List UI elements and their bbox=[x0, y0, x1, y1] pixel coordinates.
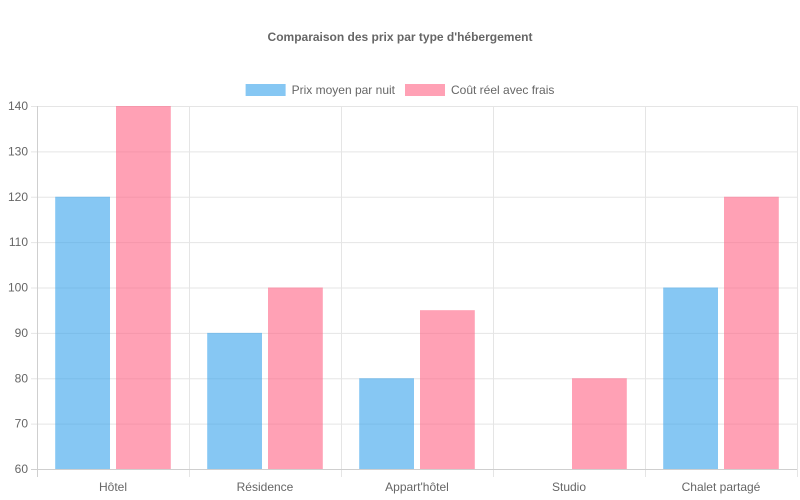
axes bbox=[31, 106, 797, 477]
x-axis-tick-labels: Hôtel Résidence Appart'hôtel Studio Chalet p… bbox=[99, 480, 761, 494]
y-tick-label: 60 bbox=[15, 462, 29, 476]
y-tick-label: 90 bbox=[15, 326, 29, 340]
x-tick-label: Studio bbox=[552, 480, 586, 494]
legend-label[interactable]: Prix moyen par nuit bbox=[292, 83, 396, 97]
bar-prix-moyen[interactable] bbox=[55, 196, 110, 469]
bar-prix-moyen[interactable] bbox=[359, 378, 414, 469]
y-tick-label: 100 bbox=[8, 281, 28, 295]
legend-swatch[interactable] bbox=[405, 84, 445, 96]
x-tick-label: Chalet partagé bbox=[682, 480, 761, 494]
bar-cout-reel[interactable] bbox=[420, 310, 475, 469]
bar-prix-moyen[interactable] bbox=[207, 332, 262, 469]
bar-cout-reel[interactable] bbox=[572, 378, 627, 469]
y-tick-label: 140 bbox=[8, 99, 28, 113]
chart-title: Comparaison des prix par type d'hébergem… bbox=[268, 30, 533, 44]
bar-prix-moyen[interactable] bbox=[663, 287, 718, 470]
bar-cout-reel[interactable] bbox=[268, 287, 323, 470]
x-tick-label: Hôtel bbox=[99, 480, 127, 494]
y-tick-label: 70 bbox=[15, 417, 29, 431]
y-tick-label: 120 bbox=[8, 190, 28, 204]
legend-swatch[interactable] bbox=[245, 84, 286, 96]
y-axis-tick-labels: 60 70 80 90 100 110 120 130 140 bbox=[8, 99, 28, 476]
legend: Prix moyen par nuit Coût réel avec frais bbox=[245, 83, 554, 97]
x-tick-label: Appart'hôtel bbox=[385, 480, 449, 494]
legend-label[interactable]: Coût réel avec frais bbox=[451, 83, 554, 97]
x-tick-label: Résidence bbox=[237, 480, 294, 494]
bar-cout-reel[interactable] bbox=[724, 196, 779, 469]
bar-cout-reel[interactable] bbox=[116, 106, 171, 469]
y-tick-label: 110 bbox=[9, 235, 28, 249]
bars bbox=[55, 106, 779, 469]
y-tick-label: 130 bbox=[8, 144, 28, 158]
y-tick-label: 80 bbox=[15, 371, 29, 385]
